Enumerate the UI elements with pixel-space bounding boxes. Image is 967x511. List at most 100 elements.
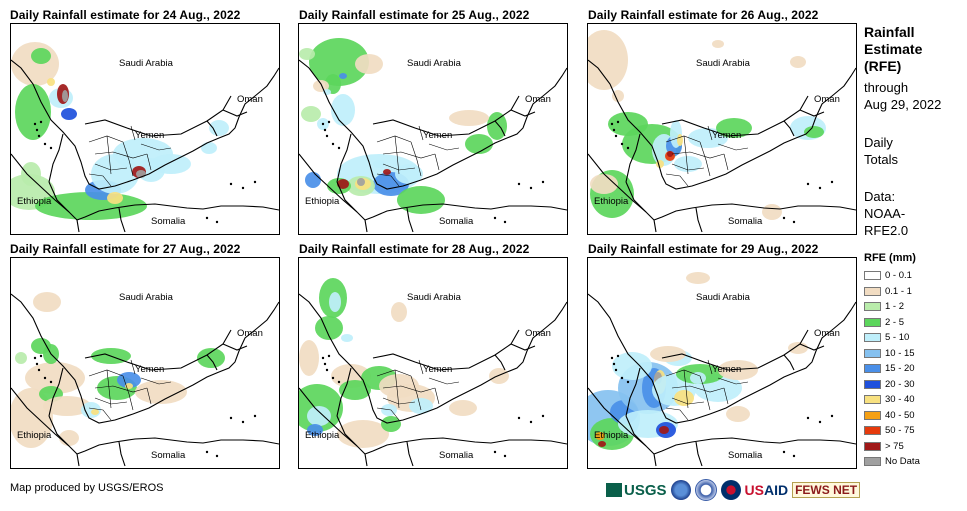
admin-border	[434, 153, 440, 171]
admin-border	[717, 143, 749, 151]
rainfall-cell	[590, 174, 618, 194]
country-border	[336, 415, 358, 447]
panel-title-26: Daily Rainfall estimate for 26 Aug., 202…	[588, 8, 819, 22]
label-yemen: Yemen	[423, 130, 453, 141]
legend-totals: Daily Totals	[864, 135, 898, 167]
admin-border	[130, 125, 136, 141]
map-canvas	[299, 38, 567, 233]
legend-label: 20 - 30	[885, 378, 915, 390]
island-dot	[39, 120, 43, 124]
island-dot	[610, 356, 614, 360]
admin-border	[140, 377, 172, 385]
label-somalia: Somalia	[151, 450, 186, 461]
panel-title-29: Daily Rainfall estimate for 29 Aug., 202…	[588, 242, 819, 256]
admin-border	[671, 151, 725, 159]
map-panel-29: Saudi Arabia Oman Yemen Ethiopia Somalia	[587, 257, 857, 469]
nasa-seal-icon	[694, 479, 717, 501]
rainfall-cell	[674, 390, 694, 406]
island-dot	[321, 122, 325, 126]
rainfall-cell	[47, 78, 55, 86]
admin-border	[683, 369, 689, 409]
rainfall-cell	[309, 38, 369, 86]
rainfall-cell	[301, 106, 321, 122]
label-yemen: Yemen	[135, 130, 165, 141]
island-dot	[205, 450, 209, 454]
admin-border	[382, 163, 416, 171]
country-border	[48, 133, 64, 183]
legend-item: 40 - 50	[864, 408, 920, 424]
islands	[33, 120, 257, 224]
island-dot	[818, 186, 822, 190]
admin-border	[699, 141, 711, 177]
legend-swatch	[864, 410, 881, 420]
country-border	[206, 354, 218, 371]
admin-border	[122, 141, 134, 177]
legend-item: 0.1 - 1	[864, 284, 920, 300]
island-dot	[620, 376, 624, 380]
admin-boundaries	[376, 359, 460, 421]
coastline	[299, 293, 567, 424]
rainfall-cell	[331, 94, 355, 126]
country-border	[118, 441, 126, 467]
rainfall-cell	[487, 112, 507, 140]
country-border	[695, 441, 703, 467]
label-ethiopia: Ethiopia	[594, 430, 629, 441]
rainfall-cell	[299, 340, 319, 376]
rainfall-cell	[465, 134, 493, 154]
admin-border	[410, 375, 422, 411]
coastline	[588, 59, 856, 190]
island-dot	[323, 362, 327, 366]
country-boundaries	[299, 293, 567, 467]
rainfall-cell	[11, 388, 53, 448]
label-yemen: Yemen	[135, 364, 165, 375]
admin-border	[394, 135, 400, 175]
admin-boundaries	[88, 359, 172, 421]
country-border	[799, 109, 825, 117]
admin-border	[382, 385, 436, 393]
admin-border	[88, 369, 124, 377]
usaid-logo: USAID	[744, 482, 789, 498]
admin-border	[130, 359, 136, 375]
rfe-legend: RFE (mm) 0 - 0.1 0.1 - 1 1 - 2 2 - 5 5 - 10 1…	[864, 252, 920, 470]
legend-item: 10 - 15	[864, 346, 920, 362]
map-panel-25: Saudi Arabia Oman Yemen Ethiopia Somalia	[298, 23, 568, 235]
island-dot	[35, 362, 39, 366]
rainfall-cell	[804, 126, 824, 138]
country-boundaries	[299, 59, 567, 233]
country-border	[222, 109, 248, 117]
rainfall-cell	[337, 420, 389, 448]
coastline	[588, 153, 856, 221]
island-dot	[229, 182, 233, 186]
island-dot	[321, 356, 325, 360]
admin-border	[394, 369, 400, 409]
admin-border	[146, 387, 152, 405]
country-border	[336, 133, 352, 183]
rainfall-cell	[315, 316, 343, 340]
fews-net-logo: FEWS NET	[792, 482, 861, 498]
country-boundaries	[588, 293, 856, 467]
rainfall-cell	[307, 424, 323, 436]
rainfall-cell	[59, 430, 79, 446]
island-dot	[327, 120, 331, 124]
rainfall-cell	[588, 30, 628, 90]
rainfall-cell	[357, 178, 365, 186]
admin-border	[671, 163, 705, 171]
coastline	[11, 59, 279, 190]
admin-border	[723, 153, 729, 171]
rainfall-cell	[788, 342, 808, 354]
label-oman: Oman	[525, 94, 551, 105]
island-dot	[215, 454, 219, 458]
island-dot	[37, 368, 41, 372]
islands	[321, 120, 545, 224]
legend-swatch	[864, 426, 881, 436]
island-dot	[33, 122, 37, 126]
label-somalia: Somalia	[439, 450, 474, 461]
legend-item: 15 - 20	[864, 361, 920, 377]
country-border	[625, 133, 641, 183]
rainfall-cell	[31, 48, 51, 64]
island-dot	[331, 376, 335, 380]
legend-label: 40 - 50	[885, 409, 915, 421]
rainfall-cell	[329, 292, 341, 312]
island-dot	[517, 182, 521, 186]
admin-border	[707, 125, 713, 141]
